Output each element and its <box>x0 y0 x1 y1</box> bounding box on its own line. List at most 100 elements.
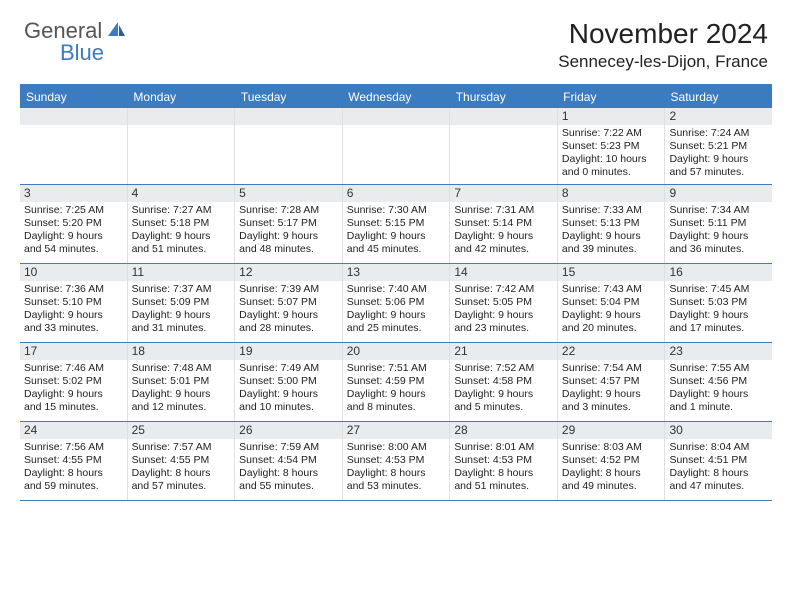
day-body: Sunrise: 7:28 AMSunset: 5:17 PMDaylight:… <box>235 202 342 261</box>
day-number: 14 <box>450 264 557 281</box>
day1-text: Daylight: 9 hours <box>454 388 553 401</box>
sunset-text: Sunset: 5:06 PM <box>347 296 446 309</box>
day1-text: Daylight: 10 hours <box>562 153 661 166</box>
sunrise-text: Sunrise: 7:24 AM <box>669 127 768 140</box>
day2-text: and 0 minutes. <box>562 166 661 179</box>
sunrise-text: Sunrise: 8:00 AM <box>347 441 446 454</box>
day-number: 17 <box>20 343 127 360</box>
day-number: 29 <box>558 422 665 439</box>
day1-text: Daylight: 9 hours <box>562 230 661 243</box>
week-row: 1Sunrise: 7:22 AMSunset: 5:23 PMDaylight… <box>20 108 772 185</box>
day-body: Sunrise: 7:49 AMSunset: 5:00 PMDaylight:… <box>235 360 342 419</box>
day-number: 24 <box>20 422 127 439</box>
sunset-text: Sunset: 4:57 PM <box>562 375 661 388</box>
day1-text: Daylight: 9 hours <box>454 230 553 243</box>
sunset-text: Sunset: 5:00 PM <box>239 375 338 388</box>
sunset-text: Sunset: 5:15 PM <box>347 217 446 230</box>
day-number: 11 <box>128 264 235 281</box>
day-body: Sunrise: 7:56 AMSunset: 4:55 PMDaylight:… <box>20 439 127 498</box>
day2-text: and 5 minutes. <box>454 401 553 414</box>
day2-text: and 36 minutes. <box>669 243 768 256</box>
day-number <box>450 108 557 125</box>
day1-text: Daylight: 9 hours <box>562 388 661 401</box>
day2-text: and 10 minutes. <box>239 401 338 414</box>
sunset-text: Sunset: 4:52 PM <box>562 454 661 467</box>
day1-text: Daylight: 9 hours <box>347 388 446 401</box>
day1-text: Daylight: 9 hours <box>239 388 338 401</box>
day-cell: 26Sunrise: 7:59 AMSunset: 4:54 PMDayligh… <box>235 422 343 500</box>
sunrise-text: Sunrise: 7:51 AM <box>347 362 446 375</box>
day2-text: and 3 minutes. <box>562 401 661 414</box>
day-cell: 18Sunrise: 7:48 AMSunset: 5:01 PMDayligh… <box>128 343 236 421</box>
week-row: 10Sunrise: 7:36 AMSunset: 5:10 PMDayligh… <box>20 264 772 343</box>
sunset-text: Sunset: 5:11 PM <box>669 217 768 230</box>
weekday-header: Sunday <box>20 86 127 108</box>
sunset-text: Sunset: 5:21 PM <box>669 140 768 153</box>
day2-text: and 42 minutes. <box>454 243 553 256</box>
day-number: 13 <box>343 264 450 281</box>
day2-text: and 12 minutes. <box>132 401 231 414</box>
day-cell: 7Sunrise: 7:31 AMSunset: 5:14 PMDaylight… <box>450 185 558 263</box>
sunset-text: Sunset: 5:02 PM <box>24 375 123 388</box>
logo: General Blue <box>24 18 128 44</box>
title-block: November 2024 Sennecey-les-Dijon, France <box>558 18 768 72</box>
sunrise-text: Sunrise: 7:45 AM <box>669 283 768 296</box>
day-body: Sunrise: 7:57 AMSunset: 4:55 PMDaylight:… <box>128 439 235 498</box>
day2-text: and 45 minutes. <box>347 243 446 256</box>
day-body: Sunrise: 8:04 AMSunset: 4:51 PMDaylight:… <box>665 439 772 498</box>
day-cell: 12Sunrise: 7:39 AMSunset: 5:07 PMDayligh… <box>235 264 343 342</box>
day-cell: 16Sunrise: 7:45 AMSunset: 5:03 PMDayligh… <box>665 264 772 342</box>
day2-text: and 54 minutes. <box>24 243 123 256</box>
sunset-text: Sunset: 4:59 PM <box>347 375 446 388</box>
day1-text: Daylight: 9 hours <box>24 309 123 322</box>
day-number: 5 <box>235 185 342 202</box>
day-number: 10 <box>20 264 127 281</box>
day-body: Sunrise: 8:03 AMSunset: 4:52 PMDaylight:… <box>558 439 665 498</box>
day1-text: Daylight: 9 hours <box>239 230 338 243</box>
sunset-text: Sunset: 5:18 PM <box>132 217 231 230</box>
sunrise-text: Sunrise: 8:03 AM <box>562 441 661 454</box>
logo-sail-icon <box>106 20 126 43</box>
sunrise-text: Sunrise: 8:01 AM <box>454 441 553 454</box>
sunset-text: Sunset: 4:55 PM <box>24 454 123 467</box>
sunset-text: Sunset: 5:23 PM <box>562 140 661 153</box>
day-body: Sunrise: 7:43 AMSunset: 5:04 PMDaylight:… <box>558 281 665 340</box>
day-number: 2 <box>665 108 772 125</box>
day-number: 20 <box>343 343 450 360</box>
day-number: 4 <box>128 185 235 202</box>
day-number <box>20 108 127 125</box>
day-body: Sunrise: 7:30 AMSunset: 5:15 PMDaylight:… <box>343 202 450 261</box>
day1-text: Daylight: 9 hours <box>347 309 446 322</box>
day1-text: Daylight: 8 hours <box>239 467 338 480</box>
day-body: Sunrise: 7:37 AMSunset: 5:09 PMDaylight:… <box>128 281 235 340</box>
day-cell: 11Sunrise: 7:37 AMSunset: 5:09 PMDayligh… <box>128 264 236 342</box>
day1-text: Daylight: 9 hours <box>132 230 231 243</box>
day-cell: 20 Sunrise: 7:51 AMSunset: 4:59 PMDayligh… <box>343 343 451 421</box>
sunset-text: Sunset: 5:17 PM <box>239 217 338 230</box>
sunrise-text: Sunrise: 7:57 AM <box>132 441 231 454</box>
day2-text: and 20 minutes. <box>562 322 661 335</box>
sunset-text: Sunset: 5:05 PM <box>454 296 553 309</box>
day2-text: and 57 minutes. <box>669 166 768 179</box>
sunset-text: Sunset: 5:07 PM <box>239 296 338 309</box>
day-cell <box>450 108 558 184</box>
sunset-text: Sunset: 4:51 PM <box>669 454 768 467</box>
day2-text: and 33 minutes. <box>24 322 123 335</box>
day-cell: 3Sunrise: 7:25 AMSunset: 5:20 PMDaylight… <box>20 185 128 263</box>
sunrise-text: Sunrise: 8:04 AM <box>669 441 768 454</box>
day1-text: Daylight: 9 hours <box>24 230 123 243</box>
weekday-header: Friday <box>557 86 664 108</box>
weekday-header: Thursday <box>450 86 557 108</box>
day2-text: and 59 minutes. <box>24 480 123 493</box>
day-number <box>128 108 235 125</box>
day1-text: Daylight: 9 hours <box>239 309 338 322</box>
day-number: 28 <box>450 422 557 439</box>
day-cell: 29Sunrise: 8:03 AMSunset: 4:52 PMDayligh… <box>558 422 666 500</box>
day2-text: and 23 minutes. <box>454 322 553 335</box>
sunset-text: Sunset: 5:10 PM <box>24 296 123 309</box>
day-number: 25 <box>128 422 235 439</box>
day2-text: and 55 minutes. <box>239 480 338 493</box>
day1-text: Daylight: 9 hours <box>24 388 123 401</box>
day-number: 26 <box>235 422 342 439</box>
day-cell: 8Sunrise: 7:33 AMSunset: 5:13 PMDaylight… <box>558 185 666 263</box>
